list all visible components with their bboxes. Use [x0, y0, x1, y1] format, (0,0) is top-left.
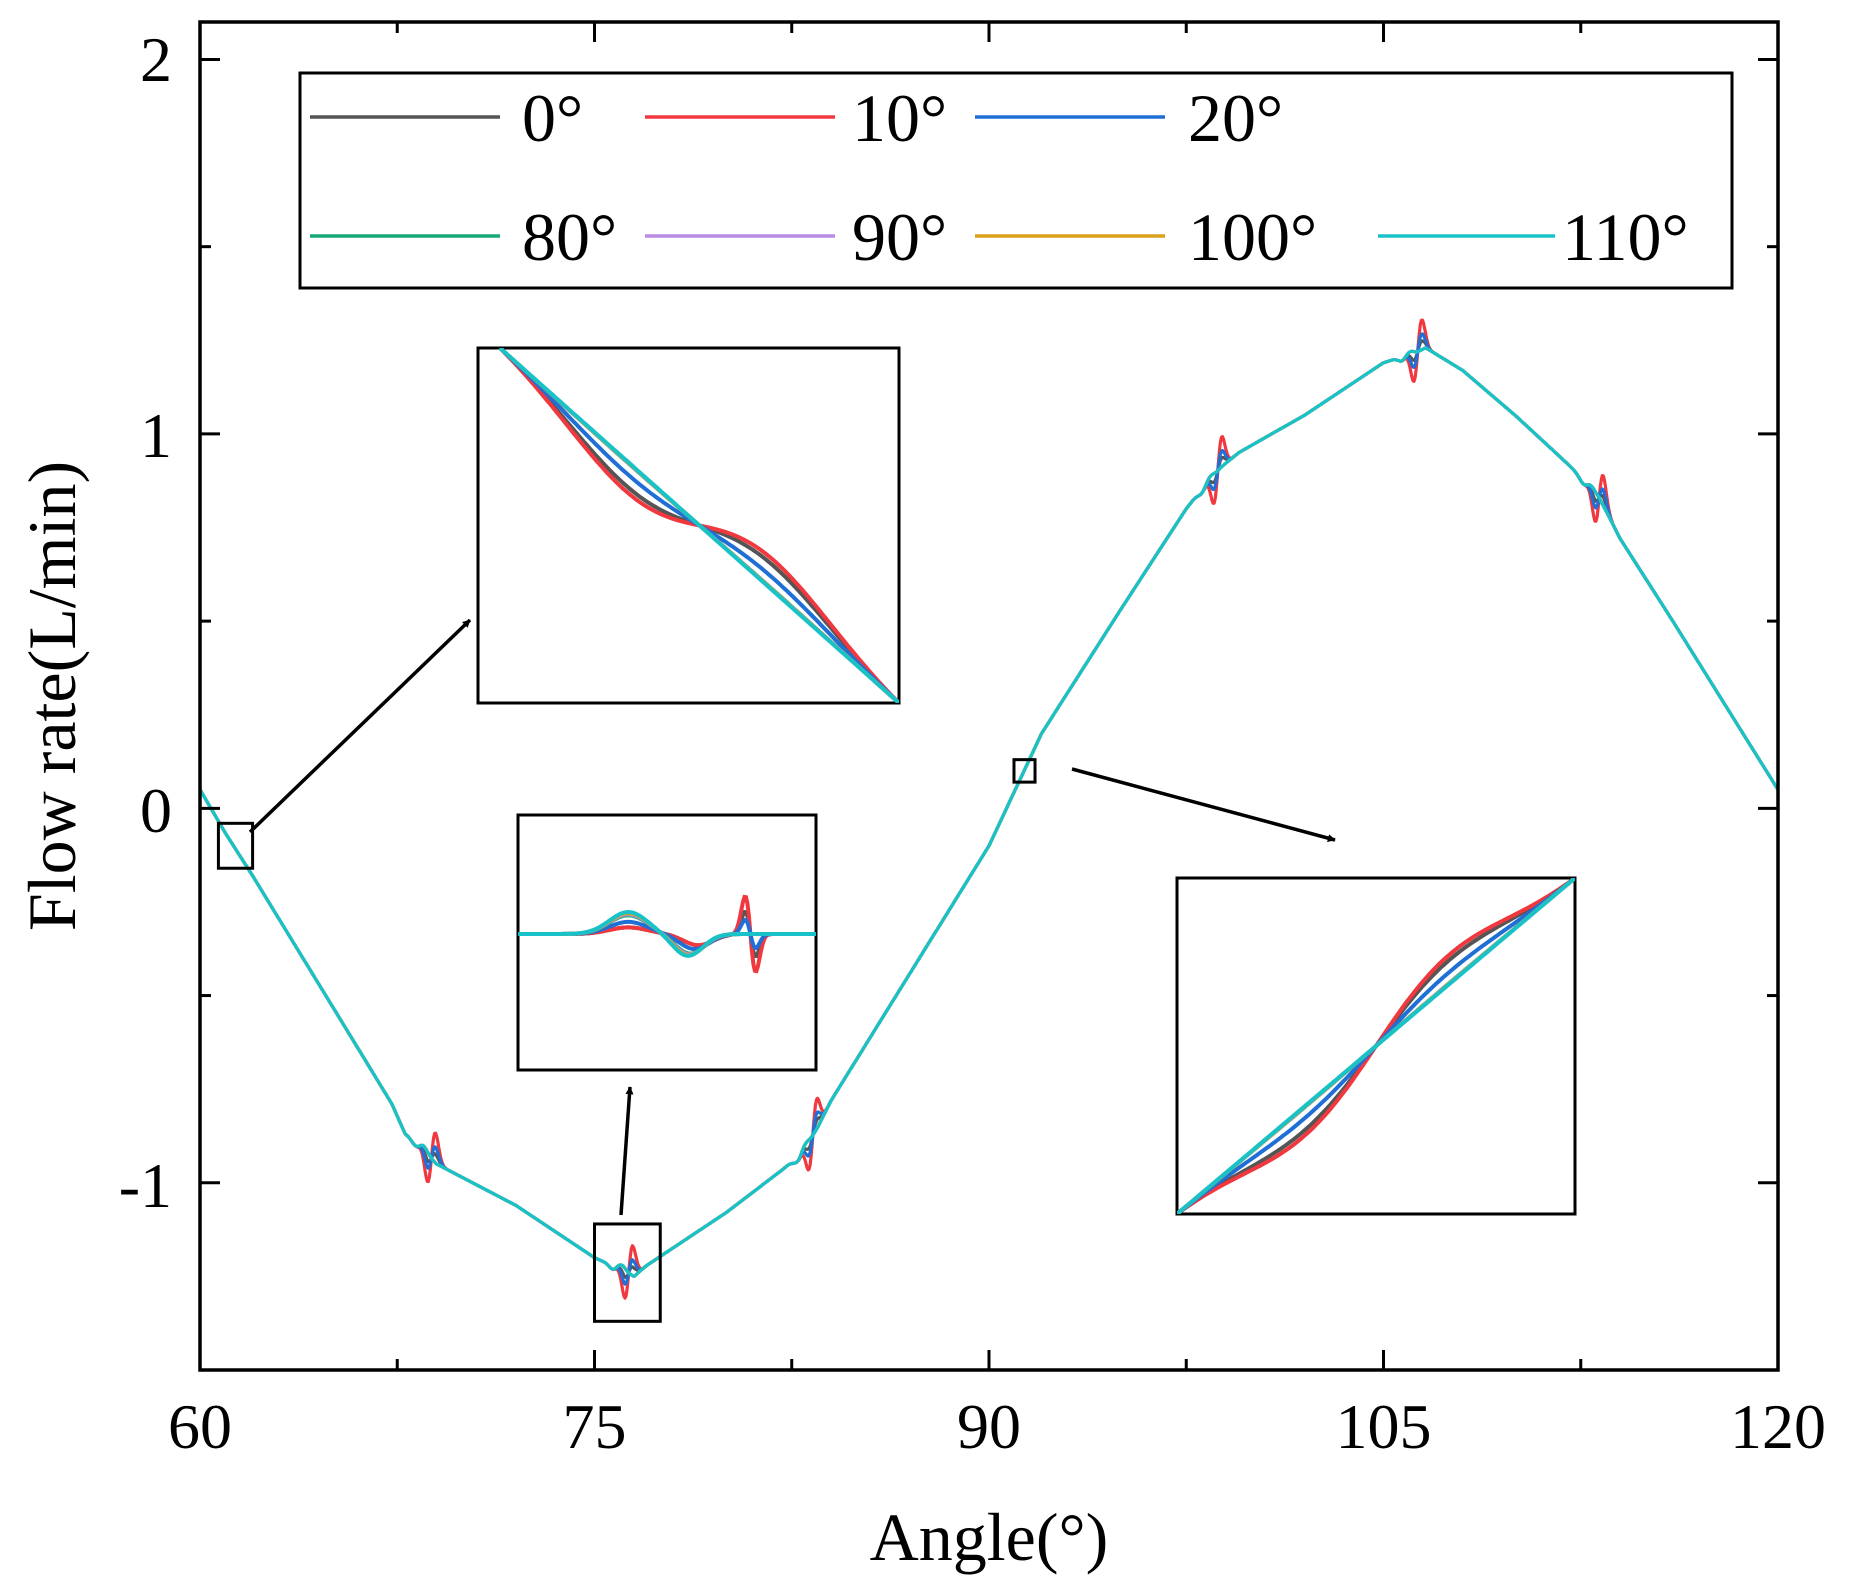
x-tick-label-120: 120 [1730, 1391, 1826, 1462]
legend-label-0deg: 0° [522, 80, 583, 156]
axis-ticks [198, 22, 1780, 1370]
y-tick-label-2: 2 [140, 24, 172, 95]
inset3-lines-line-110deg [1177, 878, 1575, 1214]
legend-label-100deg: 100° [1188, 199, 1317, 275]
inset-3-series [1177, 878, 1575, 1214]
inset-panel-3 [1175, 876, 1577, 1216]
legend-label-80deg: 80° [522, 199, 617, 275]
inset-panel-2 [516, 813, 818, 1072]
inset-2-series [518, 894, 816, 974]
series-line-110deg [200, 346, 1778, 1278]
legend-label-10deg: 10° [852, 80, 947, 156]
inset2-line-110deg [518, 909, 816, 958]
x-tick-label-90: 90 [957, 1391, 1021, 1462]
x-tick-label-60: 60 [168, 1391, 232, 1462]
y-tick-label-minus1: -1 [119, 1150, 172, 1221]
inset-1-series [498, 348, 899, 703]
zoom-arrow-1 [248, 618, 472, 834]
inset-panel-1 [476, 346, 901, 705]
zoom-box-1 [216, 821, 255, 870]
legend-label-20deg: 20° [1188, 80, 1283, 156]
legend-label-110deg: 110° [1562, 199, 1689, 275]
legend-label-90deg: 90° [852, 199, 947, 275]
main-series-group [200, 318, 1778, 1300]
x-tick-label-105: 105 [1336, 1391, 1432, 1462]
x-axis-title: Angle(°) [870, 1499, 1109, 1575]
y-tick-label-1: 1 [140, 400, 172, 471]
zoom-box-3 [1012, 758, 1037, 784]
zoom-arrow-2 [619, 1086, 634, 1216]
zoom-box-2 [593, 1222, 662, 1323]
zoom-arrow-3 [1071, 767, 1336, 842]
y-tick-label-0: 0 [140, 775, 172, 846]
zoom-box-group [216, 758, 1037, 1323]
inset1-lines-line-110deg [498, 348, 899, 703]
legend: 0° 10° 20° 80° 90° 100° 110° [298, 71, 1734, 290]
y-axis-title: Flow rate(L/min) [14, 461, 90, 931]
x-tick-label-75: 75 [563, 1391, 627, 1462]
